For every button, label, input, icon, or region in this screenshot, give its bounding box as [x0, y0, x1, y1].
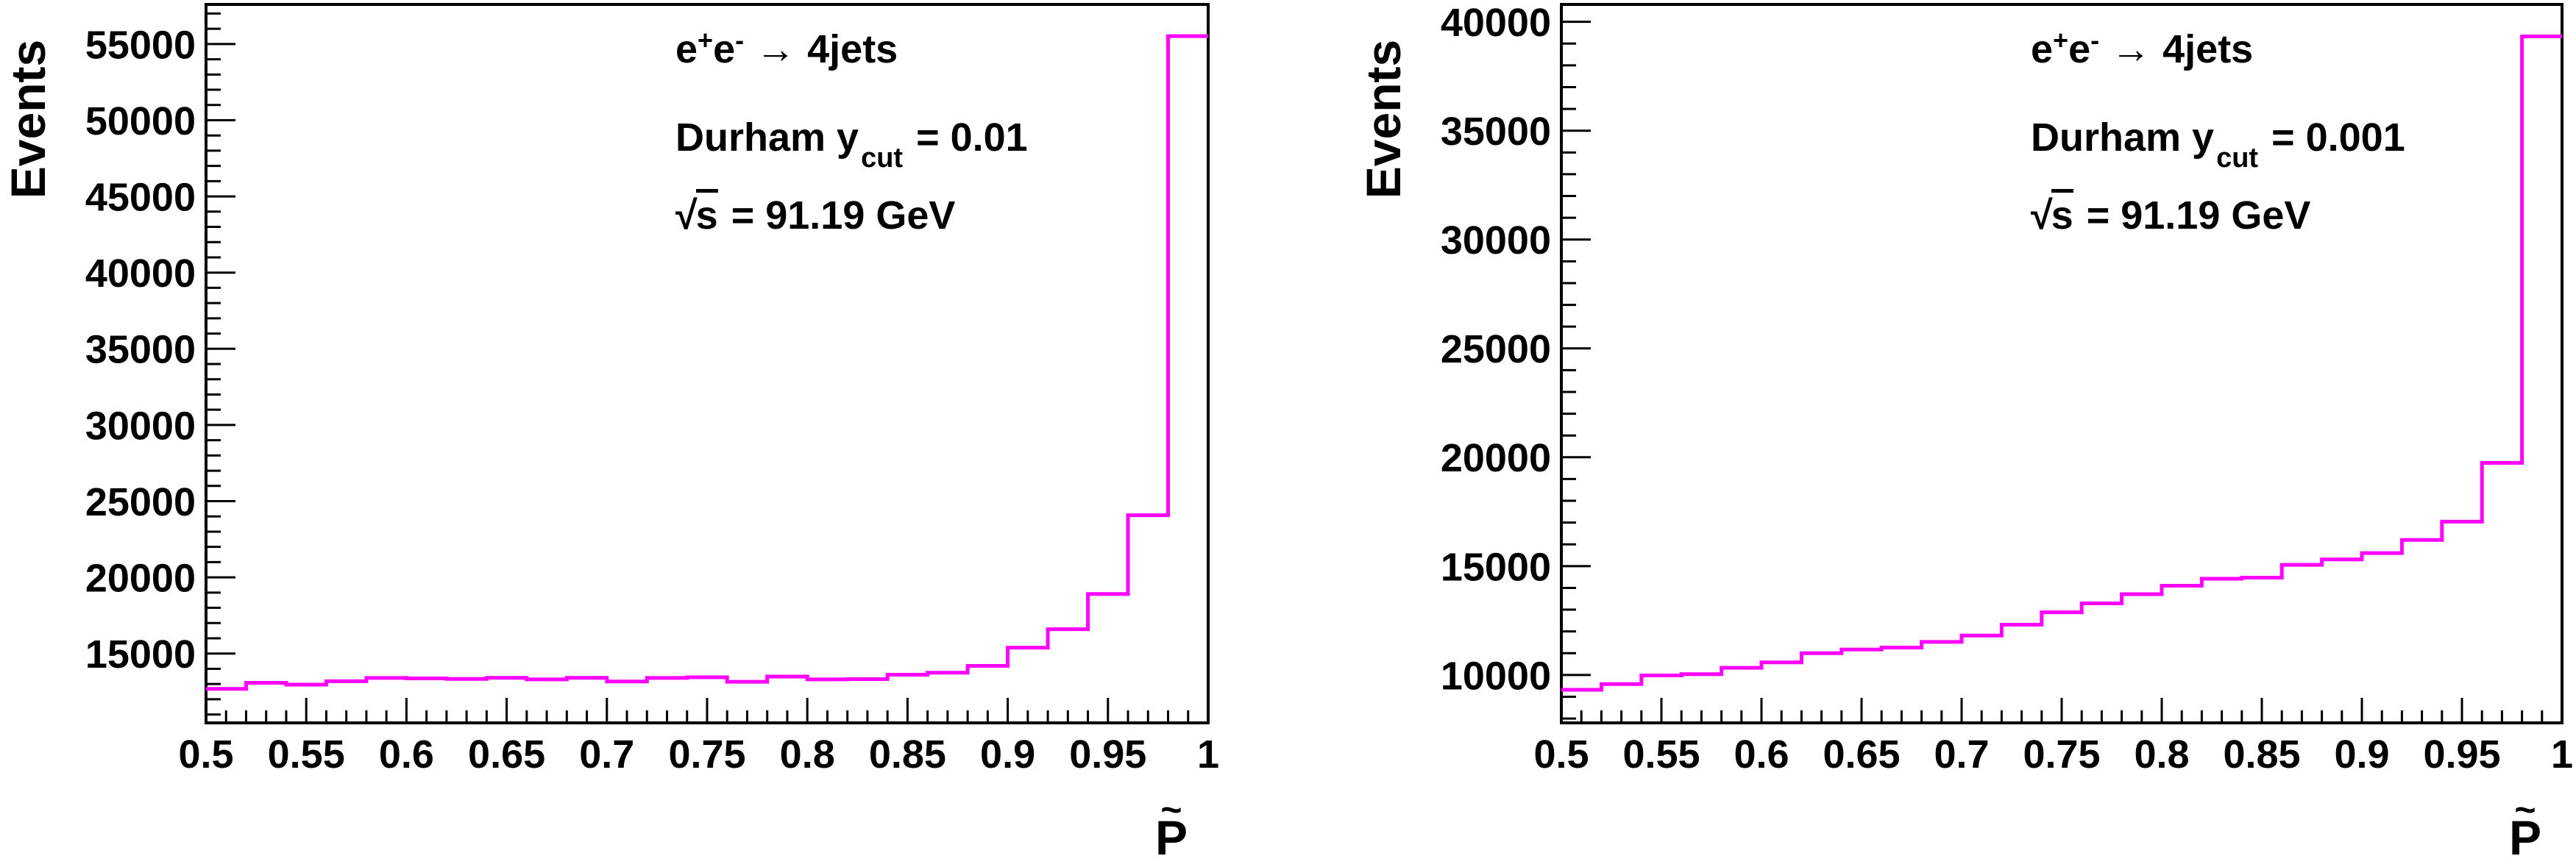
- energy-label: √s = 91.19 GeV: [675, 189, 956, 238]
- y-tick-label: 30000: [85, 404, 196, 448]
- x-tick-label: 0.65: [468, 732, 545, 777]
- x-tick-label: 0.95: [1069, 732, 1146, 777]
- process-label: e+e- → 4jets: [2031, 25, 2254, 72]
- energy-label: √s = 91.19 GeV: [2031, 189, 2311, 238]
- x-tick-label: 0.6: [379, 732, 434, 777]
- x-tick-label: 0.5: [1533, 732, 1589, 777]
- arrow-symbol: →: [756, 27, 796, 71]
- x-tick-label: 1: [1197, 732, 1219, 777]
- cut-subscript: cut: [861, 143, 904, 174]
- y-tick-label: 20000: [85, 557, 196, 601]
- y-tick-label: 30000: [1441, 218, 1551, 263]
- x-axis-title-right: ~ P: [2481, 791, 2569, 865]
- histogram-panel: 0.5 0.55 0.6 0.65 0.7 0.75 0.8 0.85 0.9 0.95 1 1000…: [1441, 1, 2573, 777]
- histogram-step-line: [1561, 35, 2562, 692]
- y-tick-label: 45000: [85, 176, 196, 220]
- y-tick-label: 40000: [85, 251, 196, 296]
- histogram-step-line: [206, 34, 1208, 691]
- x-tick-label: 0.55: [1622, 732, 1700, 777]
- electron-symbol: e: [2031, 27, 2054, 71]
- y-tick-label: 15000: [85, 632, 196, 677]
- x-tick-label: 0.8: [2134, 732, 2189, 777]
- x-axis-title-letter: P: [1154, 810, 1188, 865]
- positron-symbol: e: [2068, 27, 2091, 71]
- electron-symbol: e: [675, 27, 698, 71]
- x-tick-label: 0.9: [2334, 732, 2389, 777]
- cut-subscript: cut: [2216, 143, 2259, 174]
- plus-superscript: +: [2053, 25, 2069, 55]
- y-tick-label: 40000: [1441, 1, 1551, 45]
- ycut-value: = 0.01: [916, 115, 1028, 160]
- x-tick-label: 0.7: [579, 732, 634, 777]
- plus-superscript: +: [698, 25, 714, 55]
- histogram-panel: 0.5 0.55 0.6 0.65 0.7 0.75 0.8 0.85 0.9 0.95 1 1500…: [85, 3, 1219, 777]
- x-axis-title-left: ~ P: [1127, 791, 1216, 865]
- s-symbol: s: [2051, 189, 2073, 238]
- x-tick-label: 0.9: [980, 732, 1035, 777]
- x-axis-title-letter: P: [2508, 810, 2542, 865]
- energy-value: = 91.19 GeV: [731, 193, 956, 238]
- s-symbol: s: [695, 189, 718, 238]
- y-tick-label: 55000: [85, 23, 196, 67]
- minus-superscript: -: [735, 25, 745, 55]
- y-tick-label: 25000: [1441, 327, 1551, 371]
- x-tick-label: 0.6: [1734, 732, 1789, 777]
- y-tick-label: 15000: [1441, 545, 1551, 589]
- sqrt-symbol: √: [675, 193, 698, 238]
- annotation-block-right: e+e- → 4jets Durham ycut = 0.001 √s = 91.19 …: [2031, 25, 2576, 247]
- x-tick-label: 0.5: [178, 732, 233, 777]
- x-tick-label: 0.8: [780, 732, 835, 777]
- annotation-block-left: e+e- → 4jets Durham ycut = 0.01 √s = 91.19 G…: [675, 25, 1235, 247]
- x-tick-label: 0.85: [869, 732, 946, 777]
- x-tick-label: 0.95: [2423, 732, 2500, 777]
- final-state-label: 4jets: [2162, 27, 2254, 71]
- x-tick-label: 0.75: [2023, 732, 2100, 777]
- y-tick-label: 20000: [1441, 436, 1551, 480]
- arrow-symbol: →: [2111, 27, 2151, 71]
- y-tick-label: 25000: [85, 480, 196, 524]
- x-tick-label: 0.65: [1823, 732, 1900, 777]
- x-tick-label: 0.7: [1934, 732, 1989, 777]
- algorithm-label: Durham ycut = 0.01: [675, 115, 1028, 174]
- ycut-value: = 0.001: [2271, 115, 2405, 160]
- x-tick-label: 1: [2551, 732, 2573, 777]
- process-label: e+e- → 4jets: [675, 25, 898, 72]
- x-tick-label: 0.55: [268, 732, 345, 777]
- positron-symbol: e: [713, 27, 736, 71]
- y-tick-label: 35000: [1441, 110, 1551, 154]
- minus-superscript: -: [2090, 25, 2100, 55]
- final-state-label: 4jets: [807, 27, 898, 71]
- y-axis-title-right: Events: [1356, 39, 1411, 199]
- x-tick-label: 0.85: [2223, 732, 2300, 777]
- y-tick-label: 10000: [1441, 654, 1551, 698]
- algorithm-label: Durham ycut = 0.001: [2031, 115, 2405, 174]
- algorithm-name: Durham y: [675, 115, 859, 160]
- energy-value: = 91.19 GeV: [2086, 193, 2311, 238]
- y-axis-title-left: Events: [1, 39, 55, 199]
- algorithm-name: Durham y: [2031, 115, 2215, 160]
- sqrt-symbol: √: [2031, 193, 2053, 238]
- y-tick-label: 50000: [85, 99, 196, 143]
- y-tick-label: 35000: [85, 328, 196, 372]
- x-tick-label: 0.75: [668, 732, 745, 777]
